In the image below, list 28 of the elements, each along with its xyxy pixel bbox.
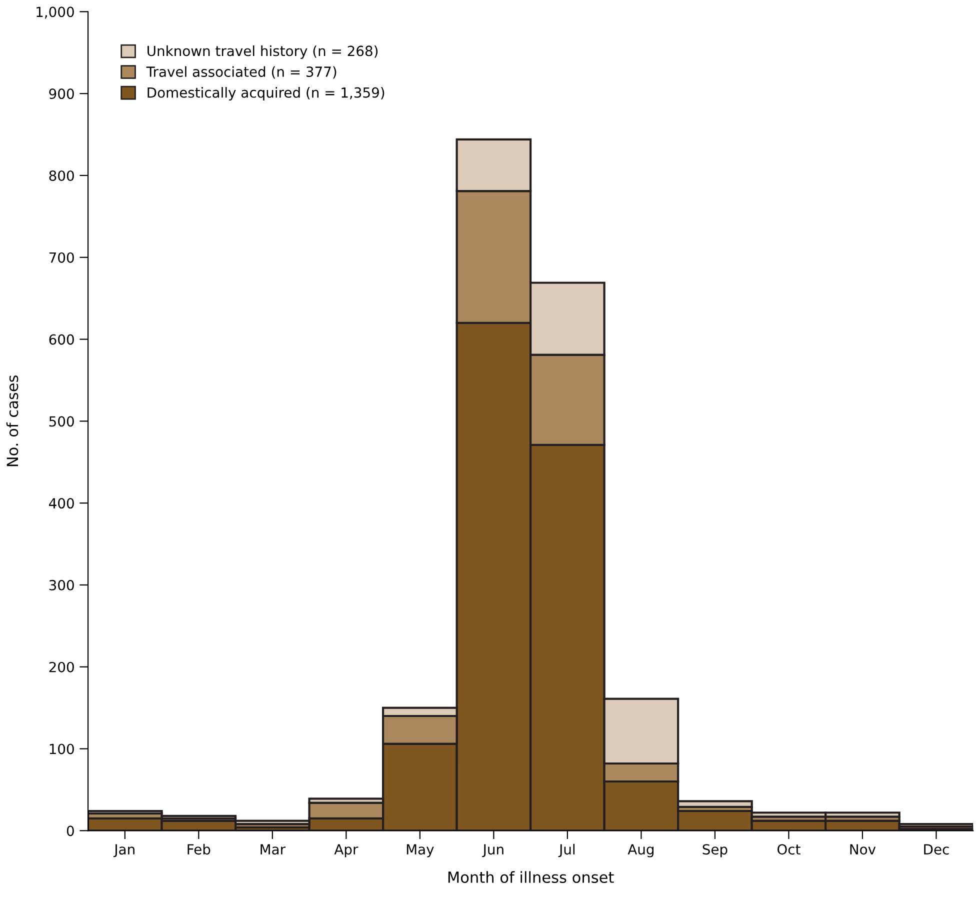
x-tick-label: Oct — [777, 844, 800, 855]
x-tick-label: May — [406, 844, 434, 858]
x-tick-label: Mar — [260, 844, 286, 855]
y-tick-label: 600 — [49, 334, 74, 345]
x-tick-label: Jul — [558, 844, 575, 858]
x-tick-label: Jun — [482, 844, 504, 858]
x-tick-label: Dec — [924, 844, 949, 855]
y-tick-label: 900 — [49, 88, 74, 100]
legend-label: Unknown travel history (n = 268) — [148, 45, 378, 59]
x-axis-title: Month of illness onset — [448, 871, 614, 883]
y-tick-label: 100 — [50, 744, 74, 754]
y-tick-label: 1,000 — [36, 6, 74, 19]
y-axis-title: No. of cases — [6, 375, 18, 466]
x-tick-label: Feb — [188, 844, 210, 855]
x-tick-label: Sep — [702, 844, 728, 858]
y-tick-label: 0 — [66, 826, 74, 836]
x-tick-label: Jan — [113, 844, 134, 858]
legend-label: Travel associated (n = 377) — [146, 66, 336, 79]
y-tick-label: 500 — [49, 416, 74, 427]
x-tick-label: Nov — [850, 844, 876, 855]
y-tick-label: 700 — [49, 252, 74, 263]
y-tick-label: 200 — [49, 662, 74, 672]
y-tick-label: 800 — [49, 170, 74, 181]
x-tick-label: Aug — [628, 844, 654, 858]
y-tick-label: 400 — [48, 498, 74, 509]
y-tick-label: 300 — [49, 580, 74, 590]
x-tick-label: Apr — [334, 844, 358, 858]
legend-label: Domestically acquired (n = 1,359) — [148, 87, 384, 100]
